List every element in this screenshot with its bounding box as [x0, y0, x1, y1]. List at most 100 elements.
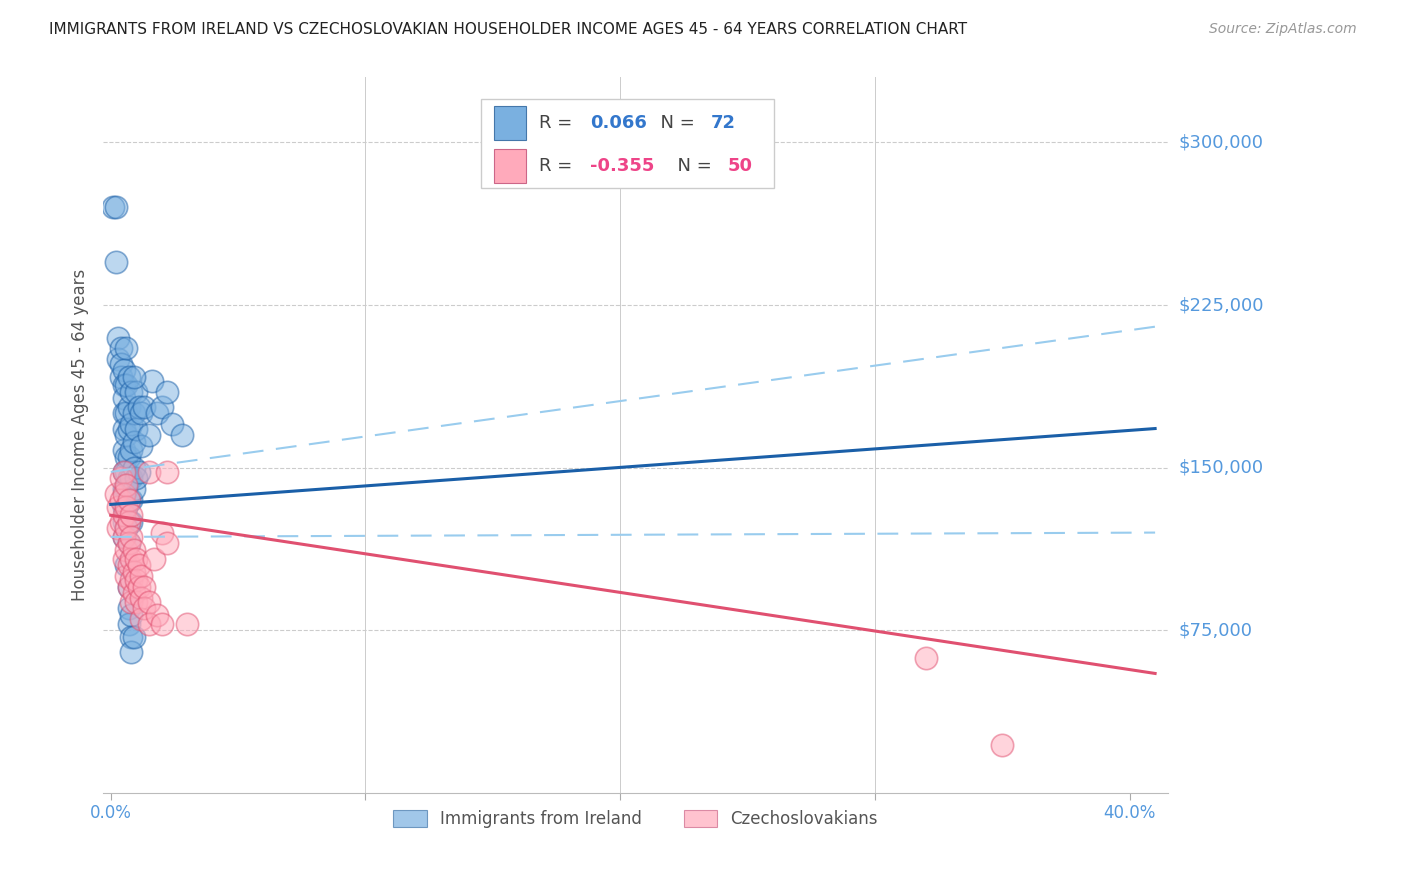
Point — [138, 595, 160, 609]
Point — [110, 471, 132, 485]
Point — [150, 616, 173, 631]
Point — [128, 558, 150, 573]
Point — [104, 201, 127, 215]
Point — [156, 465, 179, 479]
Point — [117, 493, 139, 508]
FancyBboxPatch shape — [494, 149, 526, 183]
Point — [122, 460, 145, 475]
Point — [110, 493, 132, 508]
Point — [115, 428, 138, 442]
Point — [115, 478, 138, 492]
Point — [915, 651, 938, 665]
Point — [115, 465, 138, 479]
Point — [122, 482, 145, 496]
Text: N =: N = — [650, 114, 700, 132]
Text: Source: ZipAtlas.com: Source: ZipAtlas.com — [1209, 22, 1357, 37]
Point — [112, 406, 135, 420]
Point — [156, 384, 179, 399]
Point — [110, 515, 132, 529]
Point — [141, 374, 163, 388]
Point — [122, 406, 145, 420]
Point — [122, 630, 145, 644]
Point — [120, 515, 142, 529]
Point — [112, 486, 135, 500]
Point — [125, 384, 148, 399]
Point — [120, 493, 142, 508]
Point — [117, 580, 139, 594]
Point — [120, 607, 142, 622]
Point — [120, 384, 142, 399]
Point — [112, 508, 135, 523]
Text: R =: R = — [538, 114, 578, 132]
Point — [131, 569, 153, 583]
Point — [115, 450, 138, 464]
Point — [125, 471, 148, 485]
Text: N =: N = — [666, 157, 718, 175]
Point — [176, 616, 198, 631]
Point — [117, 515, 139, 529]
Point — [131, 439, 153, 453]
Point — [117, 558, 139, 573]
Point — [145, 406, 167, 420]
Point — [115, 482, 138, 496]
Point — [122, 586, 145, 600]
Point — [125, 551, 148, 566]
Point — [112, 443, 135, 458]
Text: 50: 50 — [728, 157, 754, 175]
Point — [138, 616, 160, 631]
Point — [128, 580, 150, 594]
Point — [120, 417, 142, 432]
Point — [120, 471, 142, 485]
Point — [112, 421, 135, 435]
Point — [110, 357, 132, 371]
Point — [103, 201, 125, 215]
Point — [125, 574, 148, 588]
Point — [112, 530, 135, 544]
Point — [115, 378, 138, 392]
Point — [117, 471, 139, 485]
Text: $225,000: $225,000 — [1180, 296, 1264, 314]
FancyBboxPatch shape — [494, 106, 526, 140]
Point — [128, 400, 150, 414]
Point — [122, 565, 145, 579]
Point — [117, 421, 139, 435]
FancyBboxPatch shape — [481, 99, 773, 188]
Point — [120, 508, 142, 523]
Point — [120, 551, 142, 566]
Point — [117, 369, 139, 384]
Point — [122, 542, 145, 557]
Point — [104, 486, 127, 500]
Point — [112, 363, 135, 377]
Point — [117, 515, 139, 529]
Point — [143, 551, 166, 566]
Point — [138, 428, 160, 442]
Point — [120, 630, 142, 644]
Point — [107, 500, 129, 514]
Point — [112, 515, 135, 529]
Point — [160, 417, 183, 432]
Text: $300,000: $300,000 — [1180, 134, 1264, 152]
Point — [132, 601, 155, 615]
Point — [125, 421, 148, 435]
Point — [107, 352, 129, 367]
Legend: Immigrants from Ireland, Czechoslovakians: Immigrants from Ireland, Czechoslovakian… — [387, 803, 884, 834]
Point — [115, 542, 138, 557]
Point — [110, 342, 132, 356]
Point — [120, 530, 142, 544]
Point — [138, 465, 160, 479]
Point — [107, 521, 129, 535]
Point — [122, 434, 145, 449]
Point — [112, 378, 135, 392]
Point — [104, 254, 127, 268]
Text: IMMIGRANTS FROM IRELAND VS CZECHOSLOVAKIAN HOUSEHOLDER INCOME AGES 45 - 64 YEARS: IMMIGRANTS FROM IRELAND VS CZECHOSLOVAKI… — [49, 22, 967, 37]
Point — [131, 591, 153, 605]
Point — [117, 616, 139, 631]
Point — [117, 493, 139, 508]
Point — [117, 400, 139, 414]
Point — [150, 525, 173, 540]
Point — [117, 601, 139, 615]
Point — [131, 406, 153, 420]
Text: 72: 72 — [711, 114, 737, 132]
Point — [991, 738, 1014, 752]
Point — [112, 465, 135, 479]
